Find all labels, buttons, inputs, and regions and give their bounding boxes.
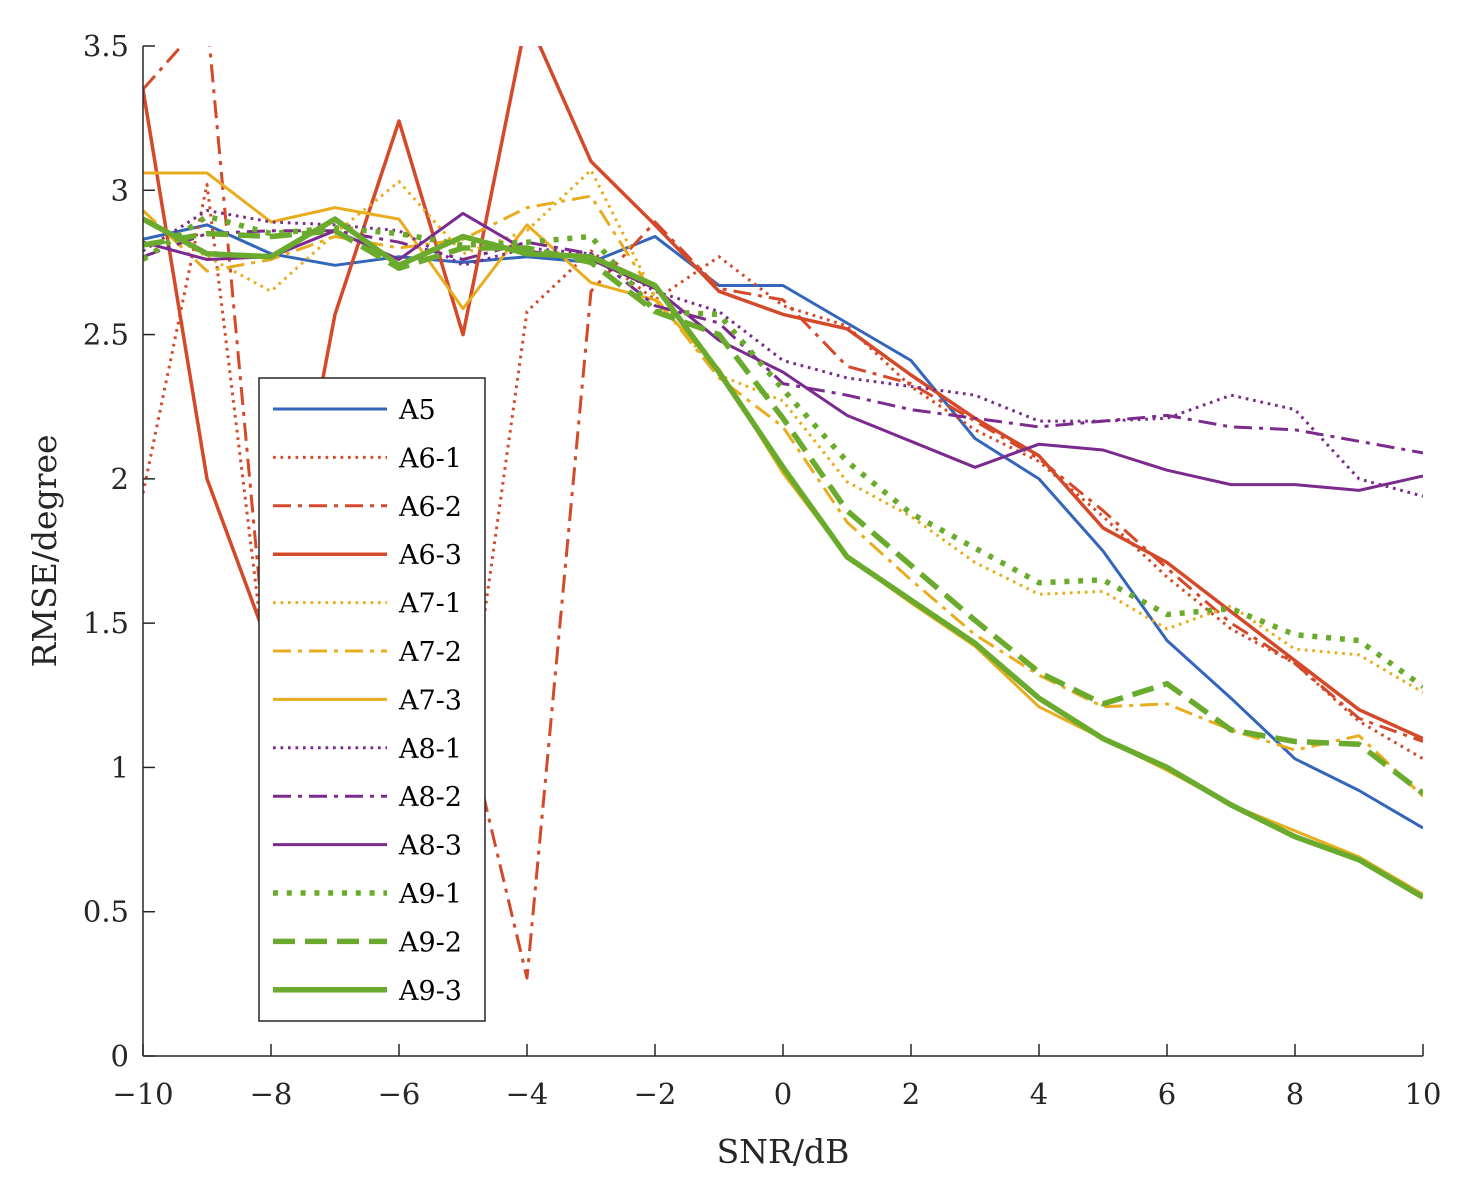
legend-label-a6-1: A6-1 [398, 443, 462, 474]
legend-label-a8-3: A8-3 [398, 831, 462, 862]
series-line-a6-3 [143, 46, 1423, 741]
series-line-a8-1 [143, 209, 1423, 498]
x-tick-label: 4 [1030, 1077, 1048, 1111]
x-tick-label: −10 [112, 1077, 173, 1111]
series-layer [143, 46, 1423, 980]
y-tick-label: 0 [111, 1039, 129, 1073]
series-line-a8-3 [143, 211, 1423, 492]
legend-label-a7-1: A7-1 [398, 589, 462, 620]
series-line-a5 [143, 223, 1423, 830]
y-tick-label: 2.5 [83, 318, 129, 352]
axes-layer: −10 −8 −6 −4 −2 0 2 4 6 8 10 0 0.5 1 1.5 2 2.5 3 3.5 [83, 29, 1442, 1111]
legend-label-a7-2: A7-2 [398, 637, 462, 668]
x-tick-label: 6 [1158, 1077, 1176, 1111]
x-tick-label: 8 [1286, 1077, 1304, 1111]
series-line-a9-3 [143, 216, 1423, 900]
legend-label-a7-3: A7-3 [398, 685, 462, 716]
y-tick-label: 1.5 [83, 606, 129, 640]
legend-label-a9-2: A9-2 [398, 927, 462, 958]
legend-label-a6-2: A6-2 [398, 492, 462, 523]
x-axis-label: SNR/dB [717, 1132, 850, 1171]
series-line-a6-2 [143, 46, 1423, 980]
legend-label-a9-3: A9-3 [398, 976, 462, 1007]
series-line-a9-2 [143, 227, 1423, 796]
y-tick-label: 3.5 [83, 29, 129, 63]
y-tick-label: 1 [111, 750, 129, 784]
legend-label-a6-3: A6-3 [398, 540, 462, 571]
y-tick-label: 0.5 [83, 895, 129, 929]
x-tick-label: 10 [1405, 1077, 1442, 1111]
x-tick-label: −4 [506, 1077, 549, 1111]
legend: A5 A6-1 A6-2 A6-3 A7-1 A7-2 A7-3 A8-1 A8-2 A8-3 A9… [258, 377, 486, 1022]
x-tick-label: −8 [250, 1077, 293, 1111]
y-tick-label: 3 [111, 173, 129, 207]
series-line-a9-1 [143, 213, 1423, 689]
x-tick-label: −6 [378, 1077, 421, 1111]
legend-label-a5: A5 [398, 395, 436, 426]
y-tick-label: 2 [111, 462, 129, 496]
x-tick-label: −2 [634, 1077, 677, 1111]
legend-label-a8-2: A8-2 [398, 782, 462, 813]
legend-label-a9-1: A9-1 [398, 879, 462, 910]
x-tick-label: 2 [902, 1077, 920, 1111]
series-line-a7-1 [143, 168, 1423, 694]
legend-label-a8-1: A8-1 [398, 734, 462, 765]
y-axis-label: RMSE/degree [25, 434, 64, 667]
x-tick-label: 0 [774, 1077, 792, 1111]
